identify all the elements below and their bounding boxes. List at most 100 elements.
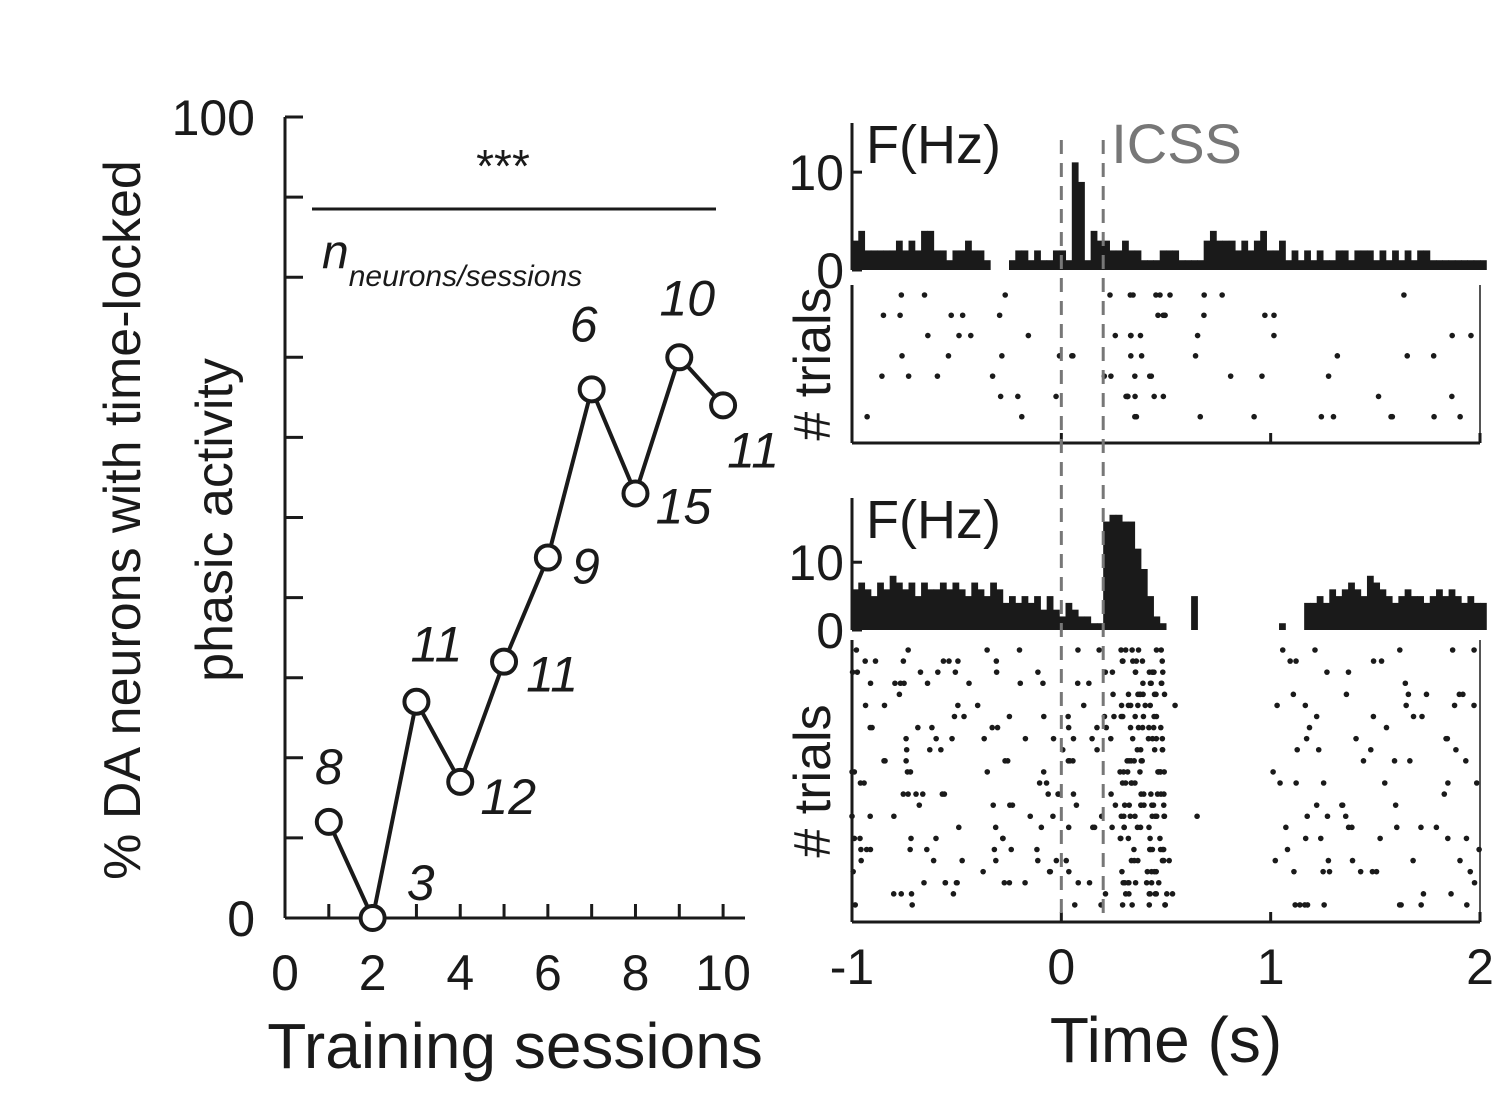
raster-spike bbox=[938, 746, 944, 753]
raster-spike bbox=[1448, 891, 1454, 897]
raster-spike bbox=[951, 713, 958, 720]
raster-spike bbox=[1090, 824, 1096, 831]
raster-spike bbox=[1041, 713, 1047, 720]
raster-spike bbox=[1103, 724, 1110, 731]
raster-spike-burst bbox=[1158, 647, 1165, 653]
psth-bar bbox=[1272, 250, 1280, 270]
raster-spike bbox=[984, 647, 990, 653]
x-tick-label: 6 bbox=[534, 945, 562, 1001]
raster-spike bbox=[1070, 735, 1077, 742]
raster-spike bbox=[853, 647, 860, 653]
psth-bar bbox=[1197, 260, 1205, 270]
psth-bar bbox=[1341, 250, 1349, 270]
psth-bar bbox=[1084, 616, 1092, 630]
data-point bbox=[665, 343, 694, 372]
raster-spike-burst bbox=[1117, 835, 1124, 842]
raster-spike-burst bbox=[1131, 857, 1138, 864]
raster-spike bbox=[1320, 868, 1326, 875]
raster-spike bbox=[1015, 393, 1021, 400]
raster-spike bbox=[862, 702, 869, 709]
raster-spike bbox=[1464, 902, 1470, 908]
raster-spike bbox=[879, 373, 885, 379]
raster-spike-burst bbox=[1153, 292, 1159, 298]
psth-bar bbox=[870, 596, 878, 630]
raster-spike-burst bbox=[1140, 791, 1147, 797]
raster-spike bbox=[1353, 735, 1359, 742]
psth-bar bbox=[1159, 623, 1167, 630]
raster-spike bbox=[984, 769, 991, 775]
raster-spike bbox=[959, 312, 966, 319]
raster-spike bbox=[858, 857, 864, 864]
psth-bar bbox=[1316, 596, 1324, 630]
raster-spike bbox=[1002, 292, 1009, 298]
psth-bar bbox=[1360, 250, 1368, 270]
psth-bar bbox=[977, 250, 985, 270]
data-point bbox=[577, 375, 606, 404]
raster-spike bbox=[1155, 312, 1161, 319]
raster-spike-burst bbox=[1159, 746, 1166, 753]
data-point-label: 3 bbox=[407, 855, 435, 911]
raster-spike bbox=[872, 658, 879, 664]
raster-spike bbox=[1094, 724, 1100, 731]
raster-spike-burst bbox=[1153, 813, 1160, 820]
raster-spike bbox=[1132, 393, 1138, 400]
psth-bar bbox=[883, 250, 891, 270]
raster-spike bbox=[1370, 713, 1377, 720]
raster-spike bbox=[908, 835, 914, 842]
raster-spike-burst bbox=[1132, 669, 1139, 675]
raster-spike bbox=[1373, 868, 1380, 875]
raster-spike bbox=[1094, 746, 1100, 753]
raster-spike-burst bbox=[1147, 835, 1153, 842]
raster-spike bbox=[1127, 813, 1134, 820]
raster-spike bbox=[1071, 902, 1078, 908]
raster-spike bbox=[1272, 857, 1279, 864]
raster-spike bbox=[1155, 879, 1162, 886]
raster-spike bbox=[949, 735, 955, 742]
psth-bar bbox=[852, 589, 859, 630]
significance-stars: *** bbox=[476, 140, 530, 192]
psth-bar bbox=[1316, 250, 1324, 270]
raster-spike bbox=[1404, 353, 1411, 359]
raster-spike bbox=[903, 758, 909, 764]
raster-spike-burst bbox=[1126, 891, 1132, 897]
raster-spike bbox=[1040, 769, 1047, 775]
raster-spike bbox=[1318, 413, 1325, 420]
raster-spike bbox=[1073, 802, 1080, 808]
psth-bar bbox=[1360, 596, 1368, 630]
raster-spike bbox=[1443, 735, 1449, 742]
raster-spike-burst bbox=[1148, 680, 1154, 687]
series-line bbox=[326, 353, 725, 925]
raster-spike bbox=[1025, 332, 1032, 339]
x-tick-label: 1 bbox=[1257, 939, 1285, 995]
psth-bar bbox=[1467, 596, 1475, 630]
psth-bar bbox=[1448, 260, 1456, 270]
raster-spike bbox=[1034, 846, 1040, 853]
raster-spike bbox=[1108, 791, 1114, 797]
psth-bar bbox=[1052, 250, 1060, 270]
psth-bar bbox=[1354, 589, 1362, 630]
raster-spike bbox=[1142, 702, 1149, 709]
raster-spike bbox=[945, 353, 952, 359]
raster-spike bbox=[1074, 680, 1081, 687]
psth-bar bbox=[889, 250, 897, 270]
psth-bar bbox=[1040, 609, 1048, 630]
psth-bar bbox=[1184, 260, 1192, 270]
raster-spike bbox=[999, 353, 1005, 359]
raster-spike bbox=[1055, 791, 1061, 797]
raster-spike bbox=[1291, 868, 1297, 875]
raster-spike bbox=[1476, 846, 1482, 853]
x-tick-label: 2 bbox=[1466, 939, 1494, 995]
psth-bar bbox=[952, 250, 960, 270]
raster-spike bbox=[1303, 735, 1310, 742]
raster-spike bbox=[1192, 353, 1199, 359]
raster-spike bbox=[1306, 724, 1313, 731]
raster-spike-burst bbox=[1151, 746, 1158, 753]
raster-spike bbox=[903, 735, 909, 742]
raster-spike bbox=[940, 658, 947, 664]
raster-spike bbox=[1463, 835, 1470, 842]
psth-bar bbox=[1404, 589, 1412, 630]
raster-spike bbox=[935, 669, 941, 675]
raster-spike bbox=[1159, 658, 1166, 664]
raster-spike-burst bbox=[1153, 891, 1160, 897]
raster-spike bbox=[1433, 824, 1440, 831]
